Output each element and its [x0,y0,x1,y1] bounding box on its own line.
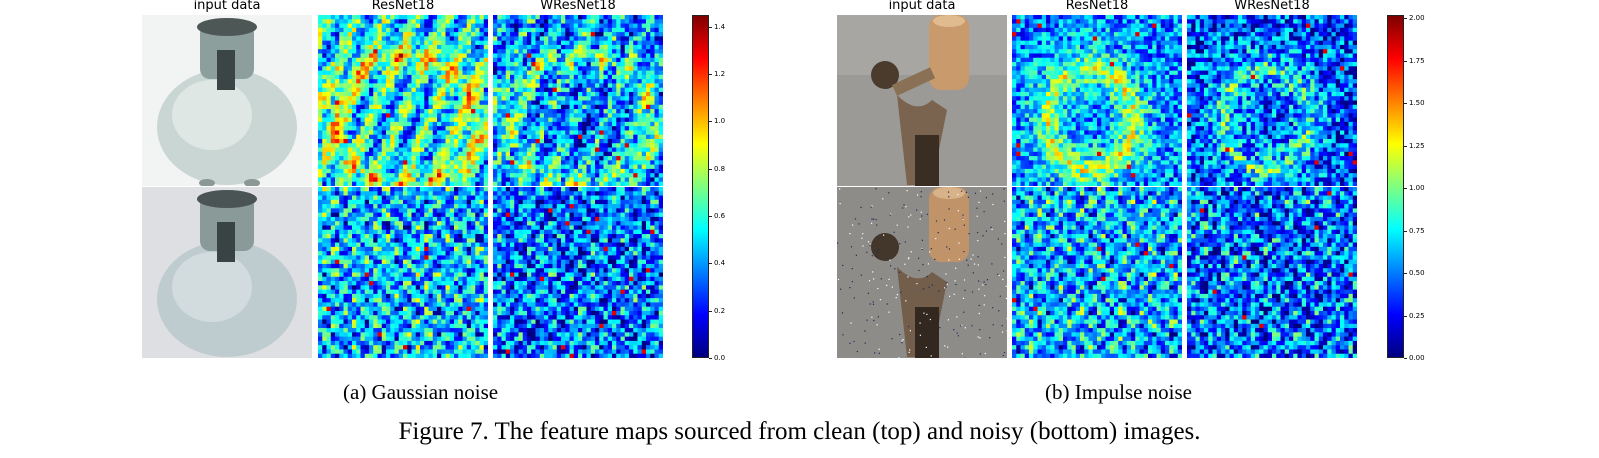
feature-map-wresnet-clean-b [1187,15,1357,186]
colorbar-tickmark [1404,103,1407,105]
colorbar-tickmark [709,358,712,359]
colorbar-tickmark [1404,273,1407,275]
colorbar-tickmark [709,74,712,76]
colorbar-tickmark [1404,315,1407,317]
colorbar-tick-label: 1.0 [714,117,726,126]
colorbar-tick-label: 0.25 [1409,311,1425,320]
col-title-resnet-a: ResNet18 [371,0,435,13]
colorbar-tickmark [1404,358,1407,359]
col-title-input-b: input data [888,0,956,13]
colorbar-tickmark [709,263,712,265]
colorbar-tick-label: 0.0 [714,354,726,362]
colorbar-tick-label: 0.75 [1409,226,1425,235]
colorbar-tick-label: 0.50 [1409,269,1425,278]
col-title-wresnet-b: WResNet18 [1234,0,1310,13]
colorbar-tick-label: 0.2 [714,306,726,315]
colorbar-tickmark [709,26,712,28]
feature-map-wresnet-clean-a [493,15,663,186]
colorbar-tickmark [1404,145,1407,147]
colorbar-tickmark [709,121,712,123]
feature-map-wresnet-noisy-a [493,187,663,358]
input-image-clean-b [837,15,1007,186]
colorbar-tick-label: 0.6 [714,212,726,221]
colorbar-tick-label: 1.50 [1409,99,1425,108]
subcaption-b: (b) Impulse noise [1045,380,1192,404]
subcaption-a: (a) Gaussian noise [343,380,499,404]
input-image-noisy-b [837,187,1007,358]
input-image-clean-a [142,15,312,186]
col-title-resnet-b: ResNet18 [1065,0,1129,13]
colorbar-tick-label: 1.25 [1409,141,1425,150]
figure-caption: Figure 7. The feature maps sourced from … [398,418,1201,445]
colorbar-tick-label: 1.2 [714,70,726,79]
colorbar-tick-label: 1.4 [714,22,726,31]
colorbar-tickmark [709,216,712,218]
colorbar-b [1387,15,1404,358]
colorbar-tickmark [1404,60,1407,62]
colorbar-tickmark [709,310,712,312]
colorbar-tick-label: 0.00 [1409,354,1425,362]
colorbar-tick-label: 0.8 [714,164,726,173]
colorbar-tick-label: 0.4 [714,259,726,268]
colorbar-tickmark [1404,230,1407,232]
col-title-wresnet-a: WResNet18 [540,0,616,13]
colorbar-tickmark [709,168,712,170]
feature-map-resnet-noisy-a [318,187,488,358]
feature-map-resnet-clean-a [318,15,488,186]
colorbar-tickmark [1404,188,1407,190]
colorbar-tick-label: 1.00 [1409,184,1425,193]
feature-map-wresnet-noisy-b [1187,187,1357,358]
colorbar-tick-label: 2.00 [1409,14,1425,23]
feature-map-resnet-clean-b [1012,15,1182,186]
colorbar-tickmark [1404,18,1407,20]
feature-map-resnet-noisy-b [1012,187,1182,358]
colorbar-a [692,15,709,358]
colorbar-tick-label: 1.75 [1409,56,1425,65]
input-image-noisy-a [142,187,312,358]
col-title-input-a: input data [193,0,261,13]
